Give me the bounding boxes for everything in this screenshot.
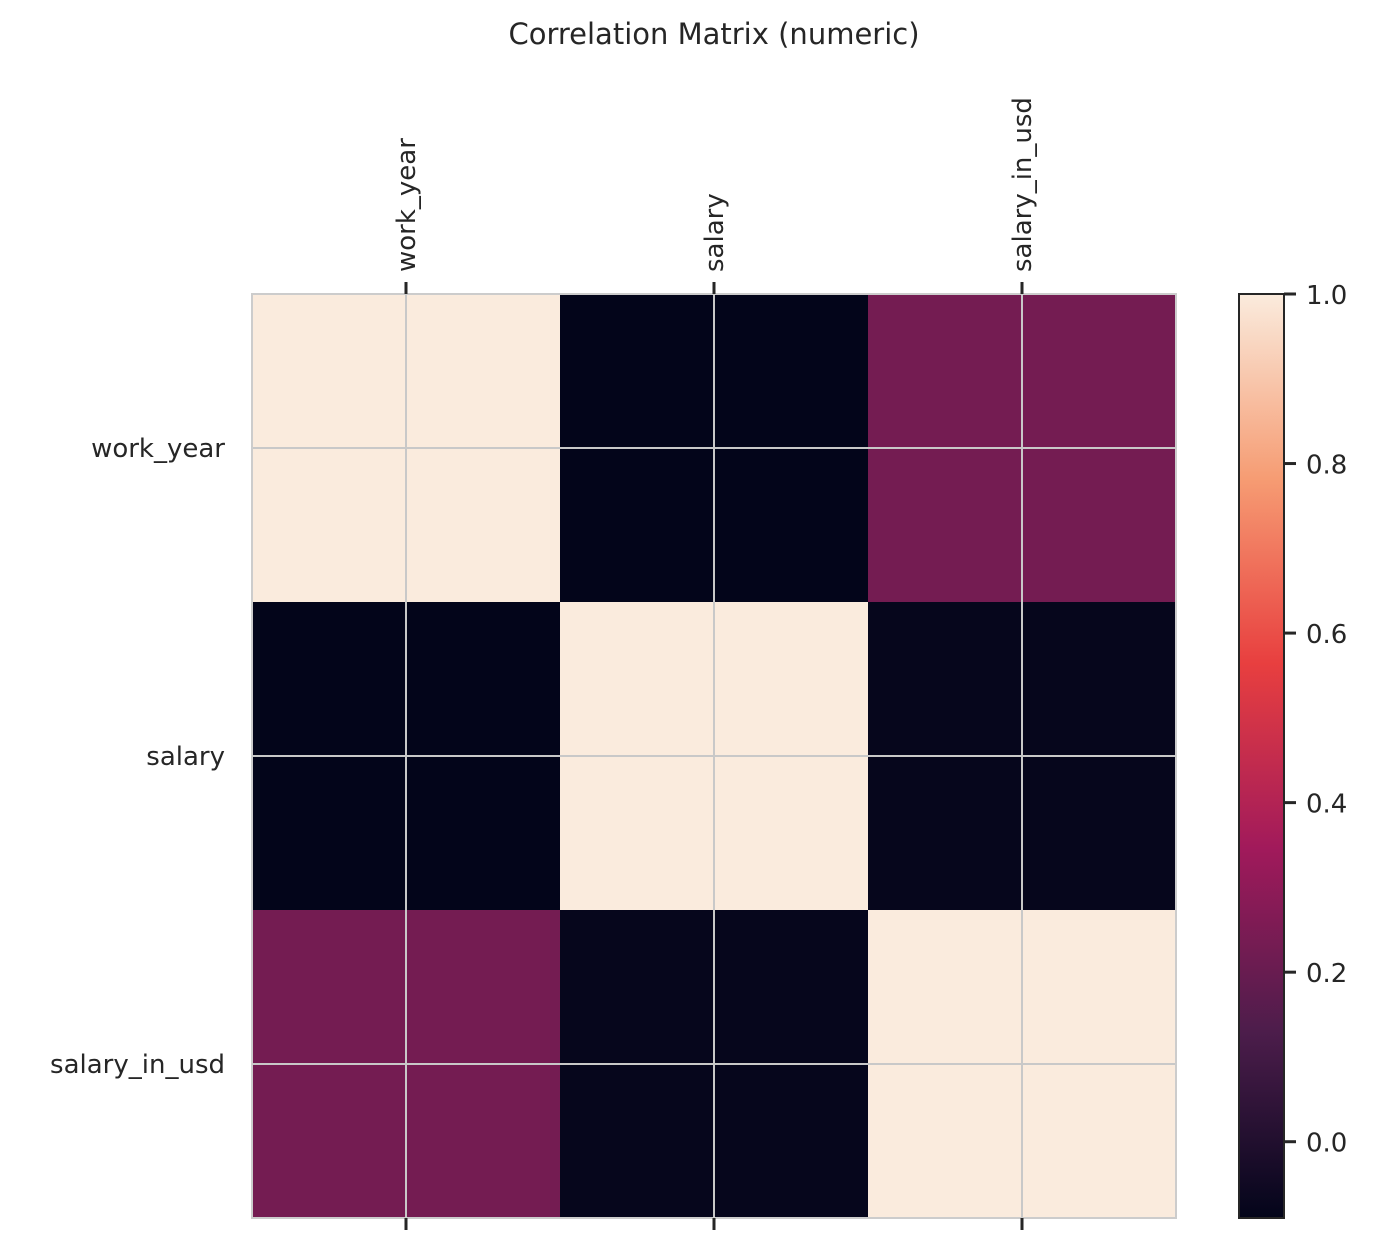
colorbar-ticks: 0.0 0.2 0.4 0.6 0.8 1.0 [1284,281,1347,1159]
y-tick-label: salary_in_usd [50,1050,225,1080]
x-tick-label: salary [700,193,730,272]
colorbar-tick-label: 0.2 [1306,959,1347,989]
colorbar-tick-label: 1.0 [1306,281,1347,311]
y-tick-label: work_year [91,434,225,464]
heatmap-gridlines [252,294,1176,1218]
y-tick-label: salary [146,742,225,772]
colorbar [1238,293,1285,1219]
x-tick-label: work_year [392,138,422,272]
colorbar-tick-label: 0.8 [1306,451,1347,481]
colorbar-tick-label: 0.4 [1306,790,1347,820]
colorbar-tick-label: 0.6 [1306,620,1347,650]
chart-title: Correlation Matrix (numeric) [508,17,919,51]
colorbar-gradient [1238,293,1285,1219]
x-axis-ticks: work_year salary salary_in_usd [392,97,1038,1230]
colorbar-tick-label: 0.0 [1306,1129,1347,1159]
x-tick-label: salary_in_usd [1008,97,1038,272]
